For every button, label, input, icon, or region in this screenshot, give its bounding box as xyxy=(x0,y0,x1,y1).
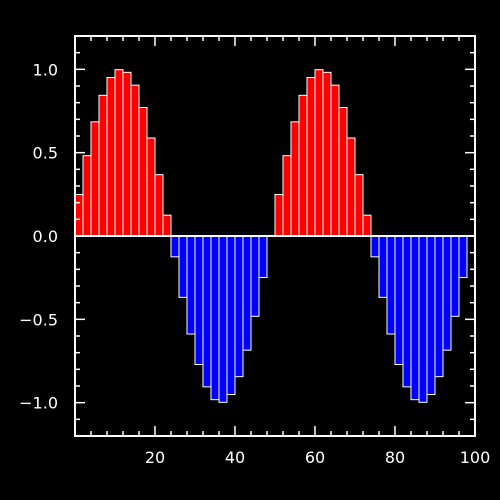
bar xyxy=(194,235,204,365)
bar-group xyxy=(74,69,468,403)
bar xyxy=(282,155,292,237)
bar xyxy=(146,137,156,237)
bar xyxy=(298,94,308,237)
bar xyxy=(450,235,460,317)
tick-labels: 20 40 60 80 100 −1.0 −0.5 0.0 0.5 1.0 xyxy=(19,60,490,467)
bar xyxy=(242,235,252,351)
bar xyxy=(274,194,284,237)
bar xyxy=(458,235,468,278)
y-tick-label: 0.0 xyxy=(33,227,58,246)
bar xyxy=(386,235,396,335)
x-tick-label: 40 xyxy=(225,448,245,467)
bar xyxy=(130,84,140,237)
y-tick-label: −1.0 xyxy=(19,394,58,413)
bar xyxy=(138,107,148,237)
x-tick-label: 100 xyxy=(460,448,491,467)
bar xyxy=(330,84,340,237)
bar xyxy=(162,214,172,237)
x-tick-label: 20 xyxy=(145,448,165,467)
bar xyxy=(314,69,324,237)
bar xyxy=(338,107,348,237)
bar xyxy=(410,235,420,401)
bar xyxy=(346,137,356,237)
bar xyxy=(418,235,428,403)
bar xyxy=(170,235,180,258)
bar xyxy=(434,235,444,378)
bar xyxy=(402,235,412,388)
x-tick-label: 60 xyxy=(305,448,325,467)
bar xyxy=(426,235,436,395)
bar xyxy=(82,155,92,237)
bar xyxy=(250,235,260,317)
bar xyxy=(122,71,132,237)
bar xyxy=(74,194,84,237)
bar xyxy=(290,121,300,237)
bar xyxy=(186,235,196,335)
bar xyxy=(370,235,380,258)
bar xyxy=(114,69,124,237)
bar xyxy=(362,214,372,237)
bar xyxy=(154,174,164,237)
bar xyxy=(90,121,100,237)
bar xyxy=(210,235,220,401)
bar xyxy=(234,235,244,378)
bar xyxy=(322,71,332,237)
bar xyxy=(378,235,388,298)
tick-marks xyxy=(75,36,475,436)
bar xyxy=(178,235,188,298)
y-tick-label: −0.5 xyxy=(19,310,58,329)
bar xyxy=(354,174,364,237)
bar xyxy=(442,235,452,351)
y-tick-label: 1.0 xyxy=(33,60,58,79)
bar xyxy=(394,235,404,365)
bar xyxy=(98,94,108,237)
y-tick-label: 0.5 xyxy=(33,144,58,163)
bar xyxy=(258,235,268,278)
x-tick-label: 80 xyxy=(385,448,405,467)
bar xyxy=(306,77,316,237)
bar xyxy=(218,235,228,403)
bar xyxy=(202,235,212,388)
bar xyxy=(226,235,236,395)
bar xyxy=(106,77,116,237)
